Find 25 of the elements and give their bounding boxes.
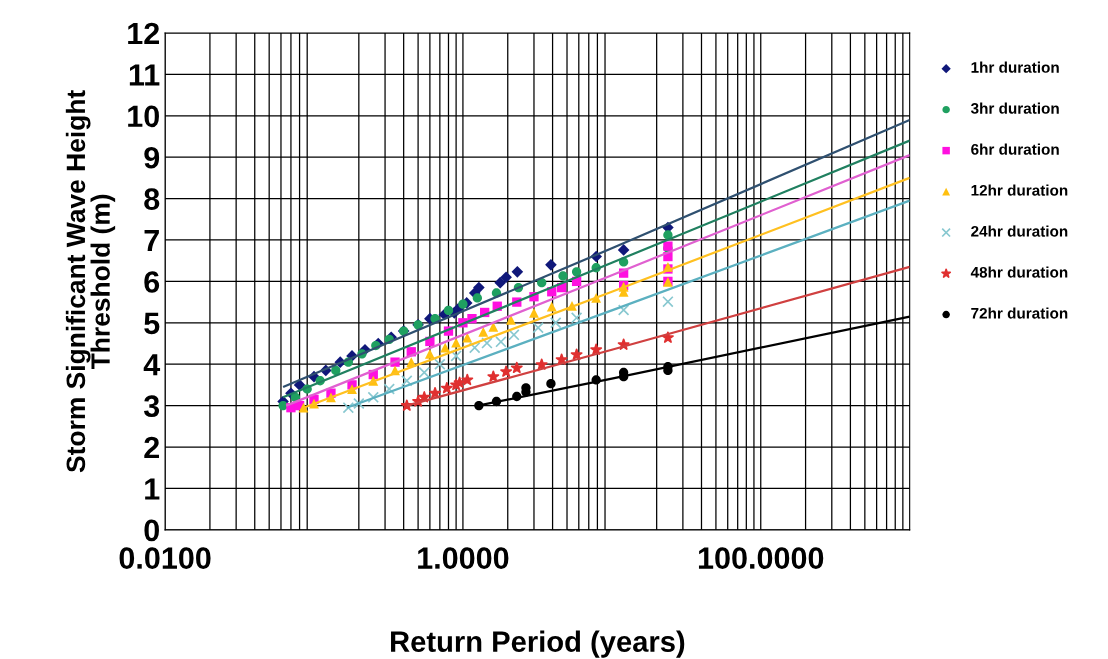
x-tick-label: 100.0000 [698,547,824,569]
y-tick-label: 3 [143,395,160,418]
legend-label: 1hr duration [971,61,1059,73]
y-tick-label: 4 [143,354,161,376]
legend-label: 24hr duration [971,225,1068,237]
y-tick-label: 7 [144,230,159,252]
legend-label: 12hr duration [971,184,1068,196]
legend-label: 3hr duration [970,102,1059,114]
y-tick-label: 6 [144,271,160,293]
x-tick-label: 1.0000 [418,547,509,569]
y-axis-title: Storm Significant Wave Height Threshold (m) [65,90,116,473]
y-tick-label: 10 [128,105,159,128]
y-tick-label: 8 [144,188,160,210]
y-tick-label: 0 [144,519,159,542]
legend-label: 72hr duration [971,307,1068,319]
y-tick-label: 5 [144,312,160,335]
y-tick-label: 2 [144,436,160,459]
y-tick-label: 11 [129,64,160,86]
y-tick-label: 9 [144,146,160,169]
y-tick-label: 12 [128,22,160,45]
x-axis-title: Return Period (years) [391,630,685,658]
x-tick-label: 0.0100 [119,547,211,569]
y-tick-label: 1 [145,478,160,500]
legend-label: 48hr duration [970,266,1068,278]
legend-label: 6hr duration [971,143,1059,155]
